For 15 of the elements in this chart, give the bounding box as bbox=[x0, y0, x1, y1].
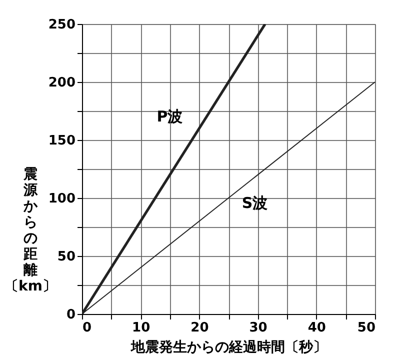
y-tick-label: 50 bbox=[57, 250, 76, 264]
y-tick-label: 150 bbox=[48, 134, 76, 148]
annotation: S波 bbox=[242, 194, 268, 212]
x-axis-title: 地震発生からの経過時間〔秒〕 bbox=[130, 340, 327, 356]
annotation: P波 bbox=[156, 108, 183, 126]
x-tick-label: 0 bbox=[82, 320, 92, 336]
x-tick-label: 20 bbox=[190, 320, 209, 336]
x-tick-label: 30 bbox=[249, 320, 268, 336]
y-tick-label: 0 bbox=[66, 308, 76, 322]
x-tick-label: 50 bbox=[357, 320, 376, 336]
y-tick-label: 250 bbox=[48, 18, 76, 32]
x-tick-label: 10 bbox=[132, 320, 150, 336]
y-tick-label: 100 bbox=[48, 192, 76, 206]
x-tick-label: 40 bbox=[308, 320, 326, 336]
y-tick-label: 200 bbox=[48, 76, 76, 90]
